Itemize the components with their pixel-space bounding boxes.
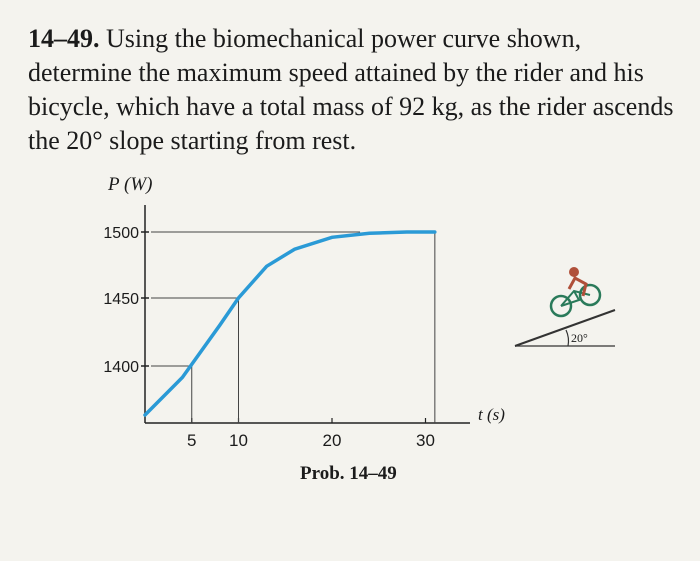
x-tick-group: 5 10 20 30 <box>187 418 435 450</box>
y-tick-label: 1450 <box>103 291 139 308</box>
y-axis-label: P (W) <box>107 174 153 195</box>
x-tick-label: 20 <box>323 431 342 450</box>
x-tick-label: 10 <box>229 431 248 450</box>
y-tick-group: 1400 1450 1500 <box>103 225 149 376</box>
angle-arc <box>565 329 570 347</box>
y-tick-label: 1400 <box>103 359 139 376</box>
slope-angle-label: 20° <box>571 331 588 345</box>
x-axis-label: t (s) <box>478 405 505 424</box>
figure-caption: Prob. 14–49 <box>300 463 397 484</box>
slope-line <box>514 309 616 347</box>
x-tick-label: 5 <box>187 431 196 450</box>
guide-lines <box>151 231 436 423</box>
cyclist-inset: 20° <box>514 267 616 347</box>
cyclist-icon <box>549 267 602 318</box>
y-tick-label: 1500 <box>103 225 139 242</box>
x-tick-label: 30 <box>416 431 435 450</box>
problem-number: 14–49. <box>28 24 100 53</box>
problem-statement: 14–49. Using the biomechanical power cur… <box>28 22 688 158</box>
problem-text: Using the biomechanical power curve show… <box>28 24 674 155</box>
power-curve <box>143 230 437 417</box>
